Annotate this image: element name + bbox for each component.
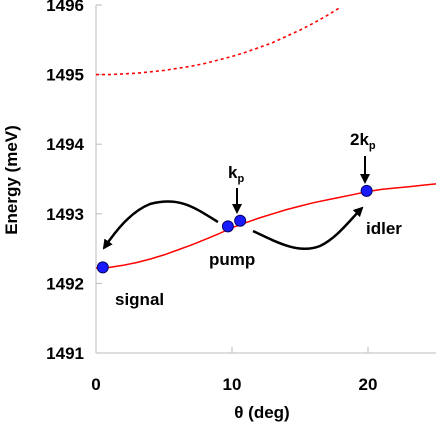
2kp-label: 2kp — [350, 130, 376, 152]
pump-label: pump — [209, 250, 255, 269]
kp-label: kp — [228, 163, 244, 185]
2kp-label-main: 2k — [350, 130, 369, 149]
y-tick-label: 1494 — [46, 135, 84, 154]
arrows — [102, 156, 370, 251]
y-tick-label: 1491 — [46, 344, 84, 363]
y-axis-title: Energy (meV) — [2, 125, 21, 235]
idler-label: idler — [366, 219, 402, 238]
2kp-label-sub: p — [369, 140, 376, 152]
x-tick-label: 10 — [223, 375, 242, 394]
x-ticks: 0 10 20 — [91, 347, 377, 394]
data-point-pump-2 — [234, 214, 247, 227]
data-point-signal — [96, 261, 109, 274]
y-tick-label: 1496 — [46, 0, 84, 15]
series-line-dotted — [96, 6, 342, 76]
x-tick-label: 20 — [359, 375, 378, 394]
y-ticks: 1491 1492 1493 1494 1495 1496 — [46, 0, 102, 363]
arrow-pump-to-idler — [252, 206, 364, 251]
data-point-pump-1 — [221, 220, 234, 233]
y-tick-label: 1493 — [46, 205, 84, 224]
series-line-solid — [95, 183, 436, 269]
signal-label: signal — [115, 290, 164, 309]
x-tick-label: 0 — [91, 375, 100, 394]
arrow-pump-to-signal — [102, 200, 219, 250]
x-axis-title: θ (deg) — [234, 403, 289, 422]
points-layer — [96, 184, 373, 274]
axes — [95, 5, 436, 354]
y-tick-label: 1495 — [46, 66, 84, 85]
series-layer — [95, 6, 436, 269]
annotations: signal pump idler kp 2kp — [115, 130, 402, 309]
kp-label-main: k — [228, 163, 238, 182]
kp-label-sub: p — [237, 173, 244, 185]
data-point-idler — [360, 184, 373, 197]
y-tick-label: 1492 — [46, 274, 84, 293]
